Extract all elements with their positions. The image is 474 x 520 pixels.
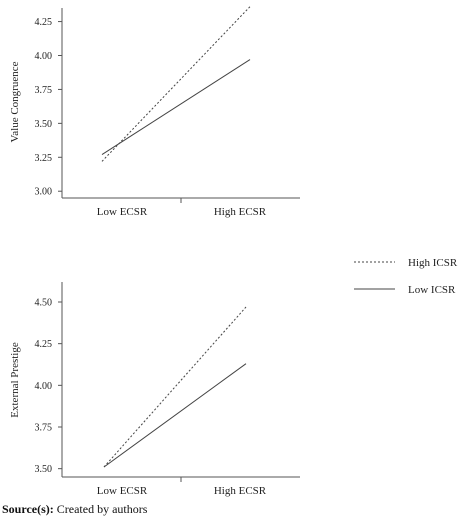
figure: Value Congruence 3.00 3.25 3.50 3.75 4.00 4.2… xyxy=(9,6,458,497)
y-tick-label: 4.00 xyxy=(35,51,53,62)
y-axis-label: Value Congruence xyxy=(9,61,21,142)
x-tick-label: Low ECSR xyxy=(97,206,148,218)
chart-external-prestige: External Prestige 3.50 3.75 4.00 4.25 4.50 L… xyxy=(9,282,300,497)
y-tick-label: 3.50 xyxy=(35,464,53,475)
series-line-high-icsr xyxy=(103,306,247,468)
legend: High ICSR Low ICSR xyxy=(354,257,458,296)
y-tick-label: 3.50 xyxy=(35,119,53,130)
y-tick-label: 3.25 xyxy=(35,153,53,164)
series-line-high-icsr xyxy=(101,6,251,162)
source-note: Source(s): Created by authors xyxy=(2,502,147,517)
y-tick-label: 3.75 xyxy=(35,423,53,434)
source-text: Created by authors xyxy=(53,502,148,516)
source-label: Source(s): xyxy=(2,502,54,516)
x-tick-label: High ECSR xyxy=(214,206,267,218)
y-tick-label: 3.00 xyxy=(35,187,53,198)
y-tick-label: 4.25 xyxy=(35,339,53,350)
series-line-low-icsr xyxy=(101,59,251,155)
legend-label: Low ICSR xyxy=(408,284,456,296)
legend-label: High ICSR xyxy=(408,257,458,269)
y-tick-label: 4.25 xyxy=(35,17,53,28)
series-line-low-icsr xyxy=(103,363,247,468)
y-tick-label: 4.00 xyxy=(35,381,53,392)
y-tick-label: 3.75 xyxy=(35,85,53,96)
x-tick-label: High ECSR xyxy=(214,485,267,497)
chart-value-congruence: Value Congruence 3.00 3.25 3.50 3.75 4.00 4.2… xyxy=(9,6,300,218)
y-axis-label: External Prestige xyxy=(9,342,21,418)
y-tick-label: 4.50 xyxy=(35,298,53,309)
x-tick-label: Low ECSR xyxy=(97,485,148,497)
